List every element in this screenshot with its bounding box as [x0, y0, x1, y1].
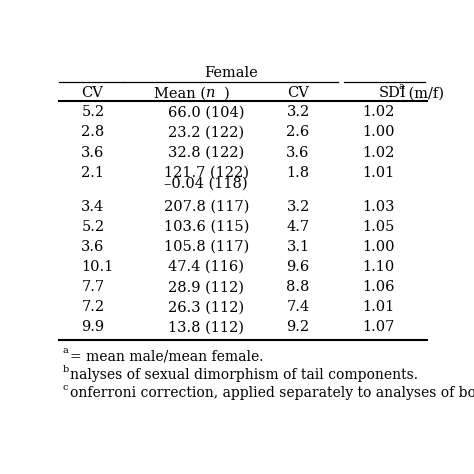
Text: 5.2: 5.2: [82, 220, 104, 234]
Text: 23.2 (122): 23.2 (122): [168, 126, 244, 139]
Text: (m/f): (m/f): [404, 86, 444, 100]
Text: onferroni correction, applied separately to analyses of body siz: onferroni correction, applied separately…: [70, 386, 474, 401]
Text: 26.3 (112): 26.3 (112): [168, 300, 244, 314]
Text: 10.1: 10.1: [82, 260, 114, 274]
Text: 7.7: 7.7: [82, 280, 104, 294]
Text: nalyses of sexual dimorphism of tail components.: nalyses of sexual dimorphism of tail com…: [70, 368, 418, 382]
Text: n: n: [206, 86, 216, 100]
Text: 9.2: 9.2: [286, 320, 310, 334]
Text: 207.8 (117): 207.8 (117): [164, 200, 249, 214]
Text: = mean male/mean female.: = mean male/mean female.: [70, 350, 264, 364]
Text: Female: Female: [204, 66, 258, 80]
Text: 5.2: 5.2: [82, 105, 104, 119]
Text: 1.8: 1.8: [286, 165, 310, 180]
Text: 7.2: 7.2: [82, 300, 104, 314]
Text: –0.04 (118): –0.04 (118): [164, 176, 248, 191]
Text: 1.03: 1.03: [363, 200, 395, 214]
Text: 3.1: 3.1: [286, 240, 310, 254]
Text: 1.02: 1.02: [363, 105, 395, 119]
Text: 13.8 (112): 13.8 (112): [168, 320, 244, 334]
Text: 1.05: 1.05: [363, 220, 395, 234]
Text: 1.00: 1.00: [363, 240, 395, 254]
Text: 1.01: 1.01: [363, 300, 395, 314]
Text: 1.02: 1.02: [363, 146, 395, 160]
Text: CV: CV: [287, 86, 309, 100]
Text: 2.1: 2.1: [82, 165, 104, 180]
Text: 121.7 (122): 121.7 (122): [164, 165, 249, 180]
Text: c: c: [63, 383, 68, 392]
Text: 3.6: 3.6: [286, 146, 310, 160]
Text: 4.7: 4.7: [286, 220, 310, 234]
Text: 32.8 (122): 32.8 (122): [168, 146, 244, 160]
Text: Mean (: Mean (: [154, 86, 206, 100]
Text: 3.6: 3.6: [82, 146, 105, 160]
Text: 3.2: 3.2: [286, 200, 310, 214]
Text: 9.9: 9.9: [82, 320, 104, 334]
Text: 1.10: 1.10: [363, 260, 395, 274]
Text: 66.0 (104): 66.0 (104): [168, 105, 245, 119]
Text: a: a: [398, 82, 404, 91]
Text: ): ): [224, 86, 229, 100]
Text: 7.4: 7.4: [286, 300, 310, 314]
Text: 1.06: 1.06: [363, 280, 395, 294]
Text: 28.9 (112): 28.9 (112): [168, 280, 244, 294]
Text: 8.8: 8.8: [286, 280, 310, 294]
Text: 1.07: 1.07: [363, 320, 395, 334]
Text: 1.00: 1.00: [363, 126, 395, 139]
Text: 1.01: 1.01: [363, 165, 395, 180]
Text: 3.4: 3.4: [82, 200, 105, 214]
Text: b: b: [63, 365, 69, 374]
Text: a: a: [63, 346, 69, 356]
Text: 2.8: 2.8: [82, 126, 105, 139]
Text: SDI: SDI: [379, 86, 407, 100]
Text: 3.2: 3.2: [286, 105, 310, 119]
Text: 9.6: 9.6: [286, 260, 310, 274]
Text: 3.6: 3.6: [82, 240, 105, 254]
Text: 2.6: 2.6: [286, 126, 310, 139]
Text: 103.6 (115): 103.6 (115): [164, 220, 249, 234]
Text: 105.8 (117): 105.8 (117): [164, 240, 249, 254]
Text: 47.4 (116): 47.4 (116): [168, 260, 244, 274]
Text: CV: CV: [82, 86, 103, 100]
